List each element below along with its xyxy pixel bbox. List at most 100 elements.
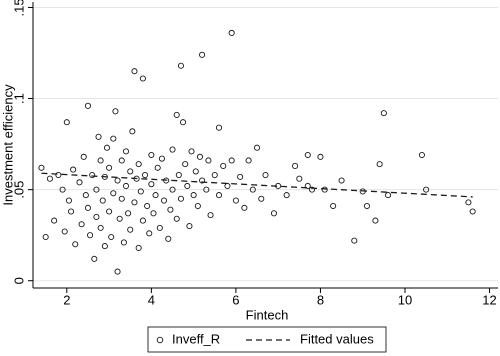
point [103,144,111,151]
point [99,197,106,204]
point [211,172,218,179]
point [82,192,89,199]
point [55,172,62,179]
point [158,155,165,162]
point [330,202,337,210]
point [106,208,113,215]
x-tick-label: 10 [398,292,412,307]
point [249,186,256,193]
point [169,146,176,153]
point [182,161,189,168]
y-axis-title: Investment efficiency [0,84,15,206]
x-tick-label: 4 [148,292,155,307]
point [253,144,261,151]
point [141,172,149,179]
point [283,192,290,199]
point [80,153,87,160]
point [215,192,223,199]
point [120,239,127,246]
point [84,102,92,109]
point [84,204,92,211]
point [93,213,100,221]
point [122,182,130,190]
point [262,172,269,179]
legend-marker [156,336,164,344]
point [205,157,212,164]
point [144,202,151,210]
point [114,177,121,184]
point [165,235,172,242]
x-tick-label: 6 [232,292,239,307]
x-tick-label: 2 [63,292,70,307]
point [177,62,185,69]
point [224,182,231,190]
point [167,206,174,213]
point [110,135,117,142]
y-tick-label: .15 [11,0,26,17]
y-tick-label: .1 [11,93,26,104]
point [97,157,104,164]
point [127,168,134,175]
point [131,68,138,75]
y-tick-label: .05 [11,181,26,199]
point [135,244,142,251]
point [78,221,85,228]
point [292,162,299,169]
point [67,208,75,215]
point [139,217,146,224]
point [469,208,476,215]
point [146,230,153,237]
point [192,168,199,175]
point [199,51,206,58]
point [308,186,316,193]
point [203,186,210,193]
point [38,164,45,171]
point [423,186,430,193]
point [76,179,83,186]
point [338,177,345,184]
point [220,162,227,169]
point [95,133,102,140]
point [177,195,185,202]
point [180,119,187,126]
point [385,192,392,199]
point [173,215,180,222]
point [87,232,94,239]
point [72,241,79,248]
point [129,128,136,135]
point [51,217,58,224]
point [160,197,168,204]
point [42,233,49,241]
point [194,202,201,210]
point [258,195,265,202]
point [173,111,180,118]
point [122,148,130,155]
point [106,164,113,171]
point [156,224,163,231]
point [199,177,206,184]
point [97,224,104,231]
point [152,192,159,199]
point [376,161,383,168]
point [139,75,146,82]
x-tick-label: 12 [482,292,496,307]
point [207,212,214,219]
point [175,172,182,179]
point [148,151,155,159]
point [114,268,121,275]
point [380,110,387,117]
point [108,233,115,241]
point [112,108,119,115]
point [237,173,244,180]
point [63,119,70,126]
point [304,151,311,159]
y-tick-label: 0 [11,277,26,284]
point [101,243,108,250]
point [351,237,358,244]
point [228,29,235,37]
point [465,199,472,206]
point [304,182,311,190]
point [148,181,155,188]
point [186,223,193,230]
